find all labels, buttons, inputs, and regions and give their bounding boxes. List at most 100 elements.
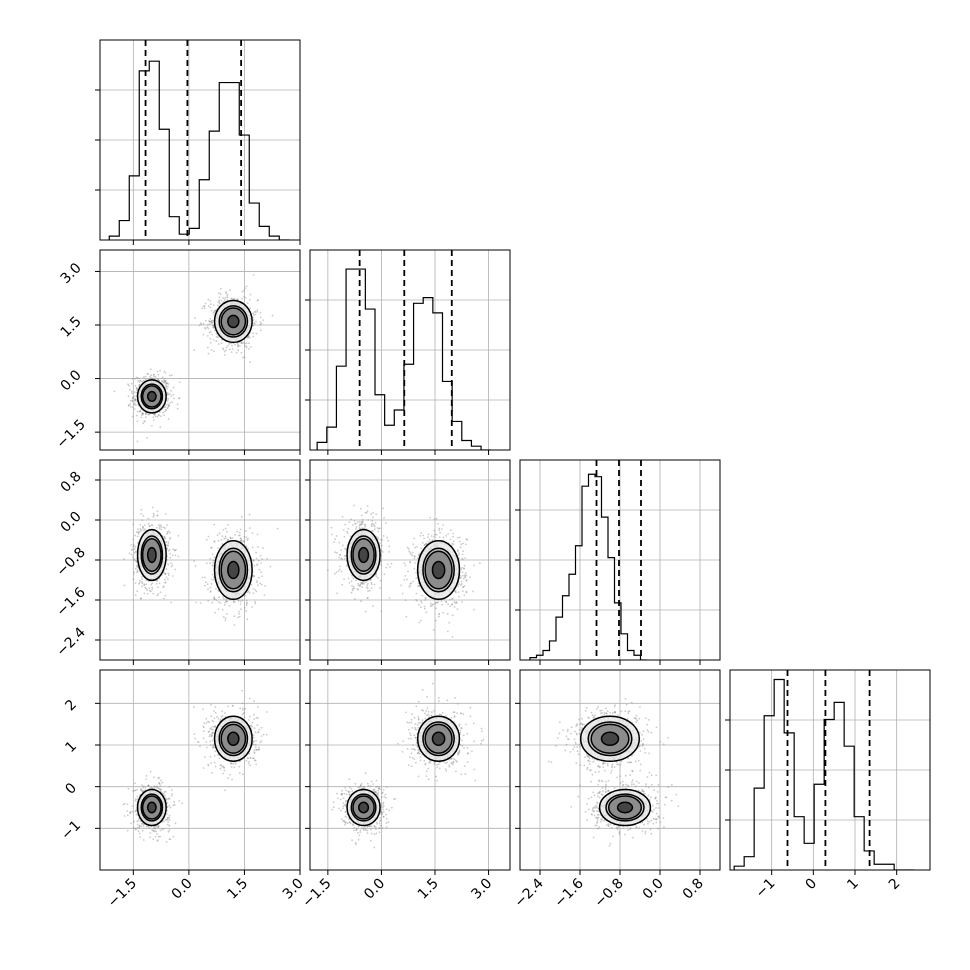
- sample-point: [442, 536, 445, 539]
- sample-point: [211, 771, 213, 774]
- sample-point: [213, 556, 216, 558]
- sample-point: [134, 397, 137, 400]
- sample-point: [229, 537, 232, 540]
- sample-point: [239, 537, 242, 540]
- sample-point: [219, 287, 222, 290]
- contour-line: [213, 539, 253, 601]
- sample-point: [248, 513, 251, 516]
- sample-point: [140, 597, 142, 600]
- histogram-step: [108, 60, 290, 240]
- sample-point: [155, 582, 158, 585]
- sample-point: [225, 346, 228, 349]
- sample-point: [218, 596, 220, 599]
- sample-point: [149, 832, 152, 834]
- sample-point: [236, 342, 239, 345]
- sample-point: [367, 590, 369, 592]
- sample-point: [259, 555, 262, 557]
- sample-point: [452, 540, 455, 543]
- contour-line: [358, 546, 370, 564]
- sample-point: [462, 542, 464, 545]
- sample-point: [210, 546, 212, 549]
- sample-point: [140, 789, 143, 792]
- sample-point: [162, 571, 165, 574]
- sample-point: [140, 597, 142, 600]
- sample-point: [215, 599, 218, 601]
- sample-point: [461, 557, 464, 560]
- sample-point: [466, 538, 469, 541]
- sample-point: [260, 562, 263, 564]
- sample-point: [438, 529, 441, 532]
- sample-point: [418, 553, 421, 556]
- sample-point: [165, 798, 168, 801]
- sample-point: [341, 515, 344, 518]
- sample-point: [135, 376, 138, 379]
- sample-point: [225, 349, 227, 352]
- sample-point: [252, 757, 255, 760]
- sample-point: [157, 373, 160, 376]
- sample-point: [379, 587, 382, 589]
- sample-point: [177, 534, 180, 537]
- sample-point: [139, 836, 141, 838]
- sample-point: [144, 375, 147, 378]
- sample-point: [461, 601, 463, 603]
- sample-point: [230, 537, 232, 539]
- sample-point: [150, 524, 153, 526]
- sample-point: [257, 716, 259, 719]
- sample-point: [252, 274, 255, 276]
- sample-point: [240, 539, 243, 541]
- sample-point: [343, 557, 346, 560]
- panel-2-1: [305, 459, 511, 665]
- sample-point: [136, 565, 138, 567]
- sample-point: [350, 580, 353, 583]
- sample-point: [427, 533, 430, 536]
- sample-point: [168, 404, 170, 407]
- sample-point: [134, 827, 137, 830]
- sample-point: [253, 740, 255, 743]
- sample-point: [140, 513, 143, 515]
- density-fill: [227, 315, 239, 328]
- sample-point: [364, 525, 367, 528]
- sample-point: [142, 786, 144, 789]
- sample-point: [136, 795, 139, 798]
- sample-point: [409, 582, 412, 585]
- sample-point: [412, 580, 414, 583]
- sample-point: [213, 350, 215, 353]
- sample-point: [167, 393, 170, 395]
- sample-point: [166, 818, 169, 821]
- y-tick-label: −1.6: [53, 584, 88, 619]
- sample-point: [357, 584, 360, 587]
- sample-point: [172, 393, 175, 396]
- sample-point: [141, 585, 143, 588]
- sample-point: [210, 341, 212, 344]
- sample-point: [252, 588, 255, 590]
- sample-point: [134, 789, 137, 792]
- sample-point: [131, 400, 134, 403]
- sample-point: [153, 514, 155, 517]
- sample-point: [138, 381, 141, 383]
- sample-point: [334, 538, 336, 541]
- sample-point: [150, 377, 153, 380]
- sample-point: [217, 336, 219, 339]
- sample-point: [139, 410, 142, 413]
- sample-point: [159, 426, 162, 429]
- sample-point: [260, 571, 263, 574]
- sample-point: [339, 565, 341, 568]
- sample-point: [264, 585, 266, 587]
- sample-point: [261, 558, 264, 560]
- panel-1-1: [305, 249, 511, 455]
- sample-point: [145, 775, 148, 777]
- sample-point: [244, 594, 247, 597]
- sample-point: [164, 380, 167, 383]
- sample-point: [231, 537, 234, 539]
- sample-point: [150, 787, 153, 790]
- sample-point: [142, 839, 145, 841]
- sample-point: [241, 713, 244, 716]
- sample-point: [165, 404, 167, 406]
- sample-point: [247, 335, 250, 338]
- sample-point: [152, 592, 155, 595]
- sample-point: [147, 784, 150, 787]
- sample-point: [134, 399, 136, 401]
- sample-point: [212, 326, 214, 329]
- sample-point: [224, 537, 227, 539]
- sample-point: [435, 607, 437, 610]
